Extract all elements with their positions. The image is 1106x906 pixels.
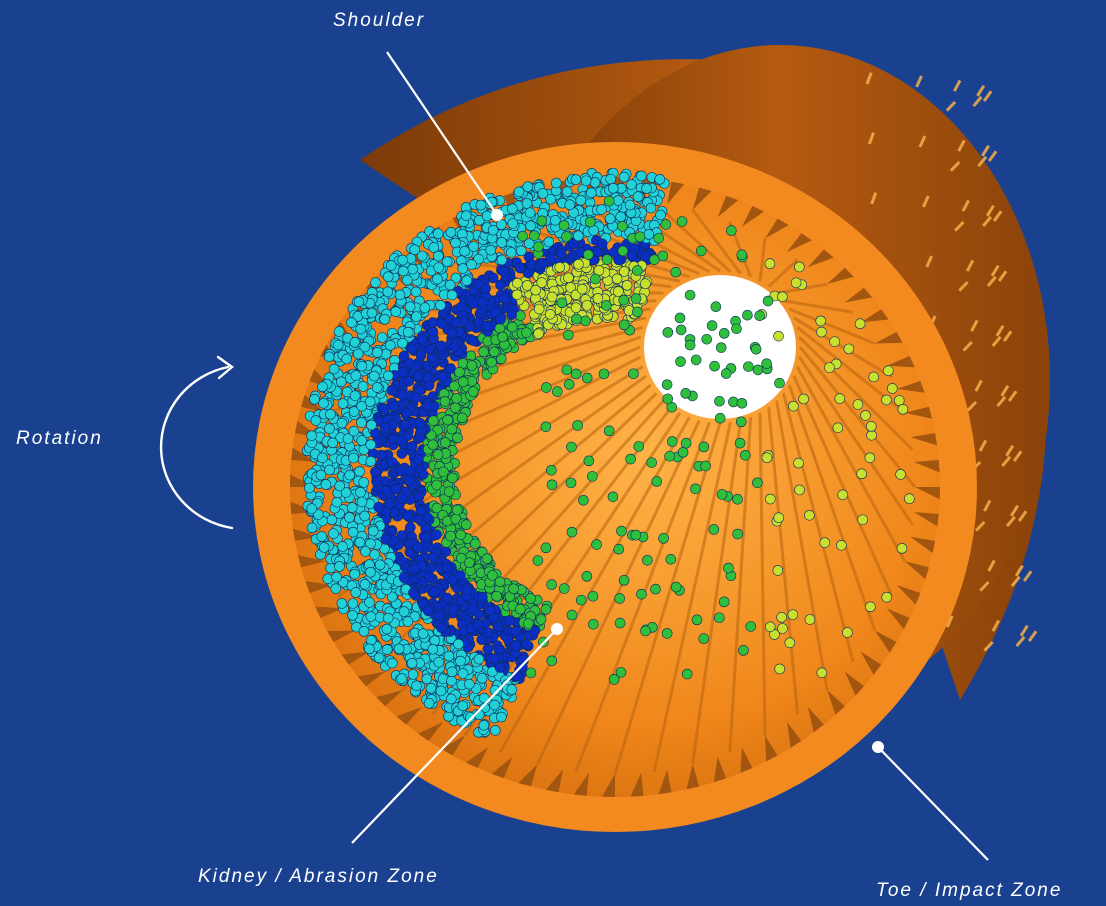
annotation-dots bbox=[491, 209, 884, 753]
rotation-label: Rotation bbox=[16, 428, 103, 449]
curved-arrow-icon bbox=[159, 355, 234, 530]
toe-impact-zone-label: Toe / Impact Zone bbox=[876, 880, 1063, 901]
shoulder-marker bbox=[491, 209, 503, 221]
annotations bbox=[351, 51, 989, 861]
shoulder-leader-line bbox=[386, 51, 498, 216]
kidney-leader-line bbox=[351, 628, 558, 844]
toe-marker bbox=[872, 741, 884, 753]
kidney-abrasion-zone-label: Kidney / Abrasion Zone bbox=[198, 866, 439, 887]
toe-leader-line bbox=[877, 746, 989, 861]
particle-charge bbox=[301, 167, 915, 738]
shoulder-label: Shoulder bbox=[333, 10, 426, 31]
kidney-marker bbox=[551, 623, 563, 635]
